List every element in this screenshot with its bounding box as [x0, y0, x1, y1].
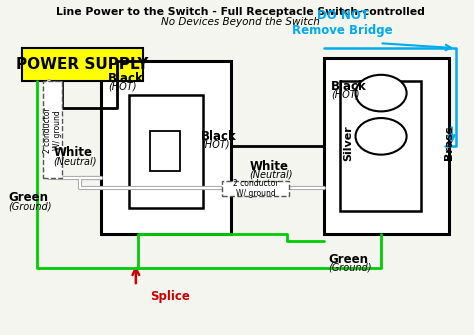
- Bar: [22, 48, 143, 81]
- Circle shape: [356, 118, 407, 155]
- Circle shape: [356, 75, 407, 112]
- Bar: [129, 95, 203, 208]
- Text: (HOT): (HOT): [201, 140, 229, 150]
- Text: 2 conductor
W/ ground: 2 conductor W/ ground: [43, 107, 63, 152]
- Text: 2 conductor
W/ ground: 2 conductor W/ ground: [233, 179, 278, 198]
- Text: POWER SUPPLY: POWER SUPPLY: [16, 57, 149, 72]
- Text: Splice: Splice: [150, 289, 190, 303]
- Text: Black: Black: [201, 130, 237, 143]
- Text: (HOT): (HOT): [331, 90, 359, 100]
- Text: (Ground): (Ground): [328, 263, 372, 273]
- Text: Black: Black: [331, 80, 367, 93]
- Text: Silver: Silver: [343, 125, 353, 161]
- Bar: [222, 181, 289, 196]
- Bar: [324, 58, 449, 234]
- Text: White: White: [250, 160, 289, 173]
- Text: (Neutral): (Neutral): [250, 170, 293, 180]
- Text: Green: Green: [328, 253, 369, 266]
- Text: White: White: [54, 146, 92, 159]
- Text: Brass: Brass: [444, 126, 454, 160]
- Text: (HOT): (HOT): [108, 81, 137, 91]
- Text: Black: Black: [108, 72, 144, 85]
- Bar: [101, 62, 231, 234]
- Bar: [43, 81, 63, 178]
- Text: (Neutral): (Neutral): [54, 156, 97, 166]
- Text: (Ground): (Ground): [8, 201, 52, 211]
- Bar: [340, 81, 421, 211]
- Bar: [150, 131, 180, 171]
- Text: Line Power to the Switch - Full Receptacle Switch-controlled: Line Power to the Switch - Full Receptac…: [56, 7, 425, 17]
- Text: No Devices Beyond the Switch: No Devices Beyond the Switch: [161, 16, 320, 26]
- Text: DO NOT
Remove Bridge: DO NOT Remove Bridge: [292, 9, 393, 37]
- Text: Green: Green: [8, 191, 48, 204]
